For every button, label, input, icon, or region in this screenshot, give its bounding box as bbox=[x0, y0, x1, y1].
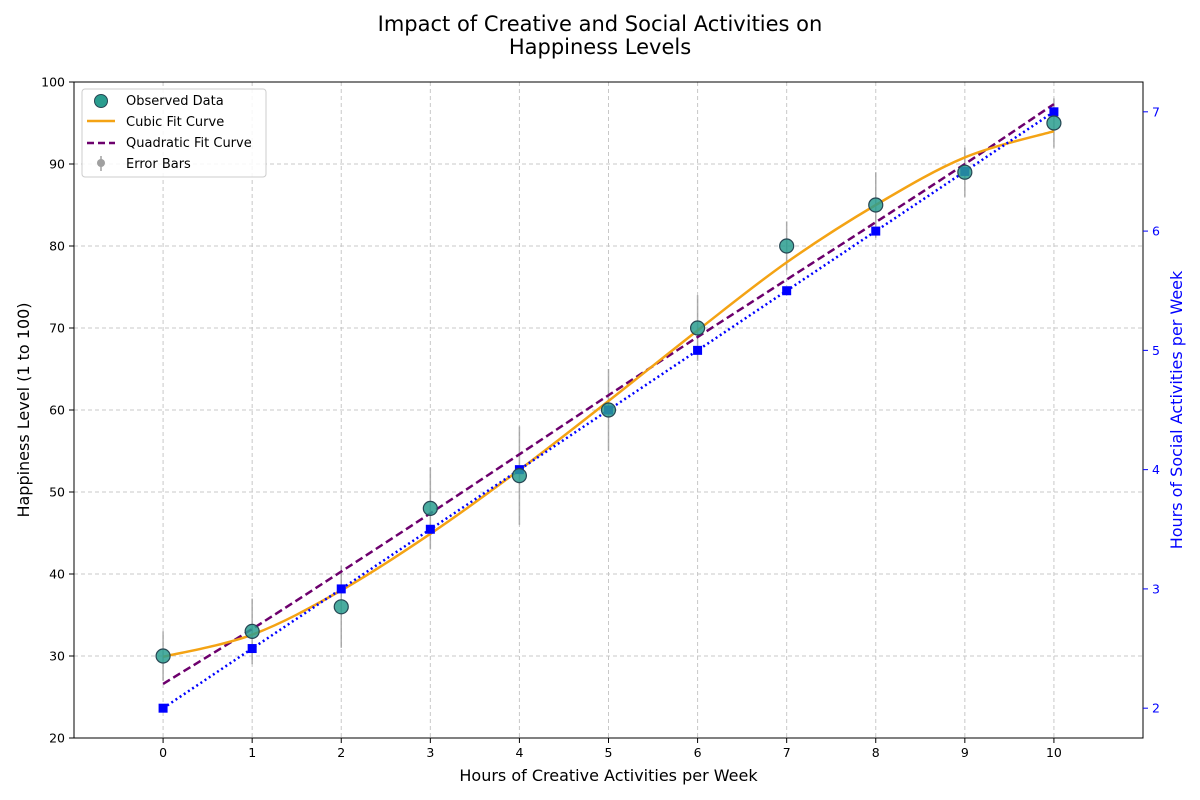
y2-tick-label-4: 6 bbox=[1152, 224, 1160, 239]
observed-point-4 bbox=[511, 468, 528, 484]
x-tick-label-8: 8 bbox=[872, 745, 880, 760]
y-tick-label-7: 90 bbox=[49, 157, 65, 172]
y-tick-label-1: 30 bbox=[49, 649, 65, 664]
chart-title: Impact of Creative and Social Activities… bbox=[378, 12, 823, 59]
observed-point-3 bbox=[422, 500, 438, 516]
observed-data-series bbox=[155, 115, 1062, 664]
social-point-0 bbox=[158, 703, 168, 713]
y-tick-label-5: 70 bbox=[49, 321, 65, 336]
y-tick-label-8: 100 bbox=[41, 75, 65, 90]
y2-tick-label-5: 7 bbox=[1152, 104, 1160, 119]
x-tick-label-7: 7 bbox=[783, 745, 791, 760]
y2-tick-label-3: 5 bbox=[1152, 343, 1160, 358]
observed-point-6 bbox=[689, 320, 706, 336]
x-tick-label-4: 4 bbox=[515, 745, 523, 760]
y2-tick-label-1: 3 bbox=[1152, 581, 1160, 596]
y-tick-label-0: 20 bbox=[49, 731, 65, 746]
x-axis-label: Hours of Creative Activities per Week bbox=[459, 766, 758, 785]
x-tick-label-9: 9 bbox=[961, 745, 969, 760]
x-tick-label-3: 3 bbox=[426, 745, 434, 760]
y-tick-label-4: 60 bbox=[49, 403, 65, 418]
social-point-8 bbox=[871, 226, 881, 236]
chart-title-line-1: Impact of Creative and Social Activities… bbox=[378, 12, 823, 36]
legend-cubic-label: Cubic Fit Curve bbox=[126, 115, 224, 130]
y-axis-left: 20 30 40 50 60 70 80 90 100 bbox=[41, 75, 74, 746]
chart-title-line-2: Happiness Levels bbox=[509, 35, 691, 59]
legend-error-label: Error Bars bbox=[126, 157, 191, 172]
x-tick-label-1: 1 bbox=[248, 745, 256, 760]
legend-observed-label: Observed Data bbox=[126, 94, 224, 109]
observed-point-5 bbox=[600, 402, 617, 418]
x-tick-label-5: 5 bbox=[605, 745, 613, 760]
observed-point-2 bbox=[333, 599, 349, 615]
x-tick-label-0: 0 bbox=[159, 745, 167, 760]
x-tick-label-2: 2 bbox=[337, 745, 345, 760]
y-tick-label-3: 50 bbox=[49, 485, 65, 500]
legend-error-marker bbox=[97, 159, 105, 167]
observed-point-8 bbox=[868, 197, 884, 213]
observed-point-9 bbox=[957, 164, 973, 180]
social-point-7 bbox=[782, 286, 792, 296]
quadratic-fit-series bbox=[162, 103, 1055, 685]
social-point-2 bbox=[336, 584, 346, 594]
quadratic-fit-curve bbox=[162, 103, 1055, 685]
x-axis: 0 1 2 3 4 5 6 7 8 9 10 bbox=[159, 738, 1062, 760]
social-point-10 bbox=[1049, 107, 1059, 117]
observed-point-7 bbox=[779, 238, 795, 254]
cubic-fit-curve bbox=[162, 130, 1055, 659]
social-point-3 bbox=[425, 524, 435, 534]
observed-point-0 bbox=[155, 648, 171, 664]
y-axis-right: 2 3 4 5 6 7 bbox=[1143, 104, 1160, 716]
y2-axis-label: Hours of Social Activities per Week bbox=[1167, 270, 1186, 549]
y2-tick-label-2: 4 bbox=[1152, 462, 1160, 477]
legend-quadratic-label: Quadratic Fit Curve bbox=[126, 136, 252, 151]
legend: Observed Data Cubic Fit Curve Quadratic … bbox=[81, 88, 267, 178]
observed-point-1 bbox=[244, 623, 260, 640]
x-tick-label-10: 10 bbox=[1046, 745, 1062, 760]
social-point-1 bbox=[247, 644, 257, 654]
legend-observed-marker bbox=[94, 94, 108, 108]
x-tick-label-6: 6 bbox=[694, 745, 702, 760]
legend-box bbox=[81, 88, 267, 178]
y2-tick-label-0: 2 bbox=[1152, 701, 1160, 716]
cubic-fit-series bbox=[162, 130, 1055, 659]
y-tick-label-2: 40 bbox=[49, 567, 65, 582]
observed-point-10 bbox=[1046, 115, 1062, 131]
y-tick-label-6: 80 bbox=[49, 239, 65, 254]
y-axis-label: Happiness Level (1 to 100) bbox=[14, 302, 33, 517]
social-point-6 bbox=[693, 345, 703, 355]
